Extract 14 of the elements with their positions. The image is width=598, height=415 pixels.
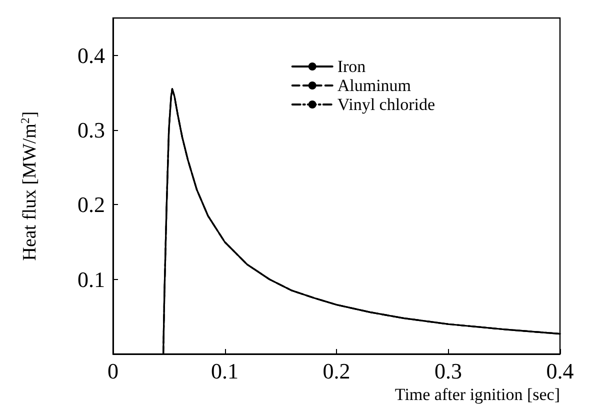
y-tick-label: 0.1 — [78, 266, 105, 292]
x-tick-label: 0.3 — [434, 358, 462, 384]
y-tick-label: 0.4 — [78, 42, 105, 68]
x-tick-label: 0.1 — [211, 358, 238, 384]
x-tick-label: 0.2 — [322, 358, 350, 384]
y-tick-label: 0.2 — [78, 192, 105, 218]
legend-label: Vinyl chloride — [337, 95, 436, 114]
y-axis-title: Heat flux [MW/m2] — [18, 111, 40, 261]
legend-label: Aluminum — [337, 76, 412, 95]
legend-label: Iron — [337, 57, 366, 76]
x-tick-label: 0.4 — [546, 358, 574, 384]
x-axis-title: Time after ignition [sec] — [394, 385, 560, 404]
x-tick-label: 0 — [108, 358, 118, 384]
y-tick-label: 0.3 — [78, 118, 105, 142]
